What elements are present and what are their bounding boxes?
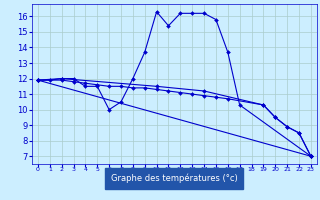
X-axis label: Graphe des températures (°c): Graphe des températures (°c) — [111, 174, 238, 183]
